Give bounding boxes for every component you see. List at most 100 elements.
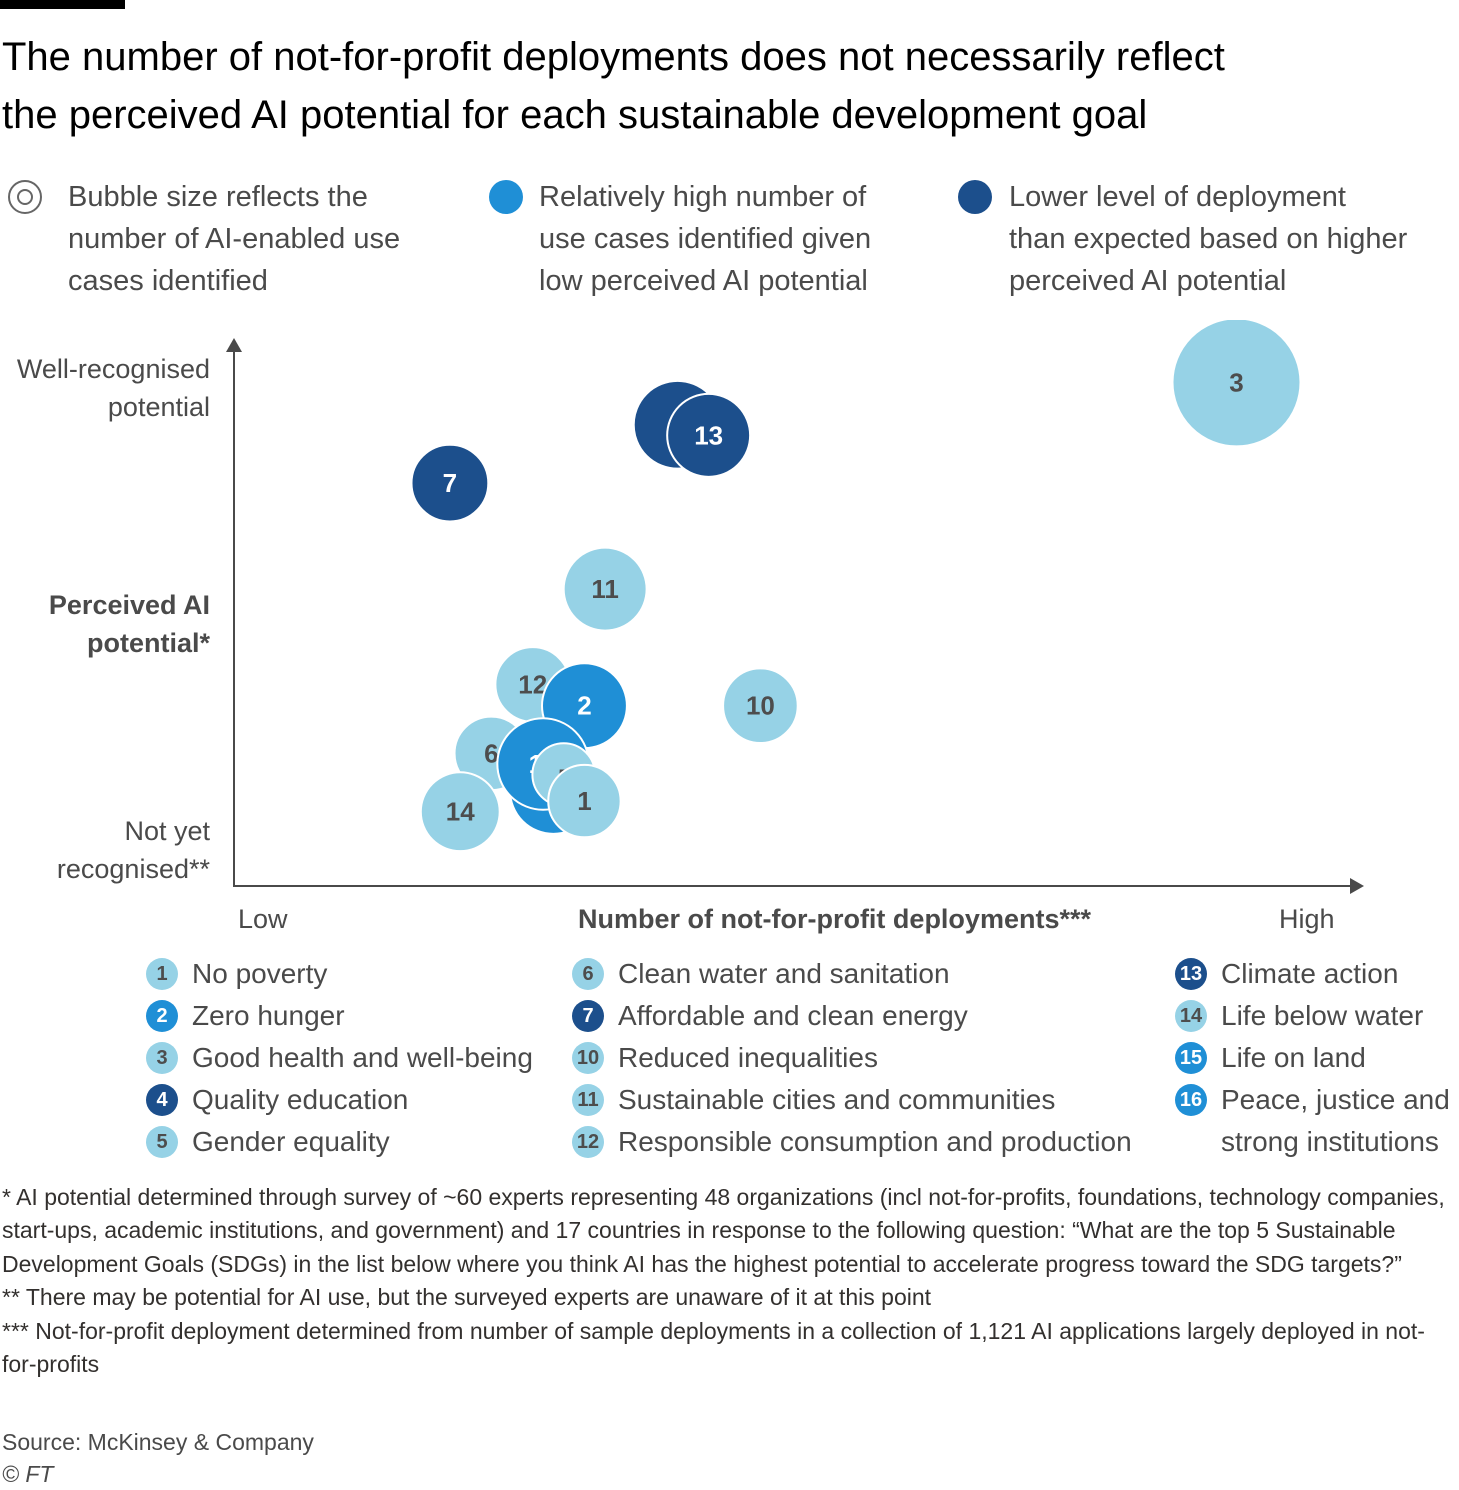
source-text: Source: McKinsey & Company xyxy=(2,1429,314,1455)
legend-dot: 13 xyxy=(1175,958,1207,990)
x-axis-arrow-icon xyxy=(1350,878,1364,894)
legend-label: Life on land xyxy=(1221,1037,1366,1079)
footnote-3: *** Not-for-profit deployment determined… xyxy=(2,1317,1425,1378)
brand-bar xyxy=(0,0,125,9)
bubble-sdg-14: 14 xyxy=(419,771,501,853)
x-axis-label-text: Number of not-for-profit deployments*** xyxy=(578,904,1091,934)
legend-label: Clean water and sanitation xyxy=(618,953,950,995)
key-line: Relatively high number of xyxy=(539,181,867,213)
legend-label-line: Good health and well-being xyxy=(192,1042,533,1073)
key-line: than expected based on higher xyxy=(1009,223,1408,255)
y-tick-low: Not yet recognised** xyxy=(57,812,210,888)
legend-dot: 14 xyxy=(1175,1000,1207,1032)
legend-label-line: Responsible consumption and production xyxy=(618,1126,1132,1157)
legend-dot: 11 xyxy=(572,1084,604,1116)
legend-label-line: strong institutions xyxy=(1221,1126,1439,1157)
mid-blue-dot-icon xyxy=(489,180,523,214)
x-tick-low: Low xyxy=(238,904,288,934)
bubble-circle xyxy=(547,763,622,839)
legend-dot: 12 xyxy=(572,1126,604,1158)
x-tick-high: High xyxy=(1279,904,1335,934)
bubble-sdg-7: 7 xyxy=(410,443,490,523)
legend-label: Affordable and clean energy xyxy=(618,995,968,1037)
y-tick-line: Well-recognised xyxy=(16,354,210,384)
x-axis-label: Number of not-for-profit deployments*** xyxy=(578,900,1091,938)
legend-label-line: Sustainable cities and communities xyxy=(618,1084,1056,1115)
legend-label-line: Life on land xyxy=(1221,1042,1366,1073)
bubble-sdg-13: 13 xyxy=(666,392,752,478)
legend-label: Climate action xyxy=(1221,953,1398,995)
y-label-line: Perceived AI xyxy=(48,590,210,620)
source-block: Source: McKinsey & Company © FT xyxy=(2,1426,314,1490)
legend-label: Reduced inequalities xyxy=(618,1037,878,1079)
y-axis-label: Perceived AI potential* xyxy=(49,586,210,662)
bubble-label: 14 xyxy=(446,797,475,827)
bubble-sdg-3: 3 xyxy=(1171,320,1302,448)
y-label-line: potential* xyxy=(86,628,210,658)
legend-dot: 5 xyxy=(146,1126,178,1158)
legend-label: No poverty xyxy=(192,953,327,995)
key-line: Bubble size reflects the xyxy=(68,181,368,213)
legend-dot: 15 xyxy=(1175,1042,1207,1074)
legend-dot: 4 xyxy=(146,1084,178,1116)
key-line: cases identified xyxy=(68,265,268,297)
legend-label-line: Zero hunger xyxy=(192,1000,345,1031)
y-tick-line: recognised** xyxy=(56,854,210,884)
bubble-label: 6 xyxy=(484,738,498,768)
bubble-label: 7 xyxy=(443,468,457,498)
bubble-circle xyxy=(562,546,648,632)
key-line: Lower level of deployment xyxy=(1009,181,1346,213)
legend-label-line: Life below water xyxy=(1221,1000,1424,1031)
bubble-circle xyxy=(419,771,501,853)
legend-label-line: Reduced inequalities xyxy=(618,1042,878,1073)
legend-dot: 2 xyxy=(146,1000,178,1032)
bubble-label: 11 xyxy=(591,574,619,604)
bubble-label: 2 xyxy=(577,691,591,721)
bubble-circle xyxy=(410,443,490,523)
legend-label-line: No poverty xyxy=(192,958,328,989)
y-tick-high: Well-recognised potential xyxy=(17,350,210,426)
bubble-label: 13 xyxy=(694,420,723,450)
legend-dot: 1 xyxy=(146,958,178,990)
bubble-label: 12 xyxy=(518,670,547,700)
bubble-circle xyxy=(666,392,752,478)
bubble-circle xyxy=(1171,320,1302,448)
legend-dot: 16 xyxy=(1175,1084,1207,1116)
bubble-label: 1 xyxy=(577,786,591,816)
legend-label: Zero hunger xyxy=(192,995,345,1037)
y-axis-arrow-icon xyxy=(226,338,242,352)
legend-label: Peace, justice and strong institutions xyxy=(1221,1079,1450,1163)
key-line: perceived AI potential xyxy=(1009,265,1287,297)
axes xyxy=(226,338,1364,894)
key-line: number of AI-enabled use xyxy=(68,223,401,255)
legend-label-line: Climate action xyxy=(1221,958,1399,989)
key-line: low perceived AI potential xyxy=(539,265,868,297)
legend-label-line: Gender equality xyxy=(192,1126,390,1157)
legend-dot: 3 xyxy=(146,1042,178,1074)
bubbles-layer: 341371112210616155114 xyxy=(410,320,1302,853)
legend-label-line: Clean water and sanitation xyxy=(618,958,950,989)
bubble-size-icon xyxy=(8,180,42,214)
bubble-sdg-11: 11 xyxy=(562,546,648,632)
dark-blue-dot-icon xyxy=(958,180,992,214)
legend-label: Life below water xyxy=(1221,995,1423,1037)
bubble-label: 10 xyxy=(746,691,775,721)
y-tick-line: Not yet xyxy=(124,816,210,846)
footnotes: * AI potential determined through survey… xyxy=(2,1181,1452,1381)
legend-label: Responsible consumption and production xyxy=(618,1121,1132,1163)
legend-label: Good health and well-being xyxy=(192,1037,533,1079)
title-line-2: the perceived AI potential for each sust… xyxy=(2,93,1148,137)
chart-title: The number of not-for-profit deployments… xyxy=(2,28,1442,144)
bubble-sdg-10: 10 xyxy=(722,667,799,745)
footnote-2: ** There may be potential for AI use, bu… xyxy=(2,1284,932,1311)
legend-label: Gender equality xyxy=(192,1121,390,1163)
legend-label-line: Affordable and clean energy xyxy=(618,1000,968,1031)
legend-label-line: Peace, justice and xyxy=(1221,1084,1450,1115)
copyright-text: © FT xyxy=(2,1461,54,1487)
bubble-label: 3 xyxy=(1229,367,1243,397)
bubble-sdg-1: 1 xyxy=(547,763,622,839)
y-tick-line: potential xyxy=(107,392,210,422)
legend-label: Sustainable cities and communities xyxy=(618,1079,1055,1121)
key-line: use cases identified given xyxy=(539,223,872,255)
legend-dot: 6 xyxy=(572,958,604,990)
